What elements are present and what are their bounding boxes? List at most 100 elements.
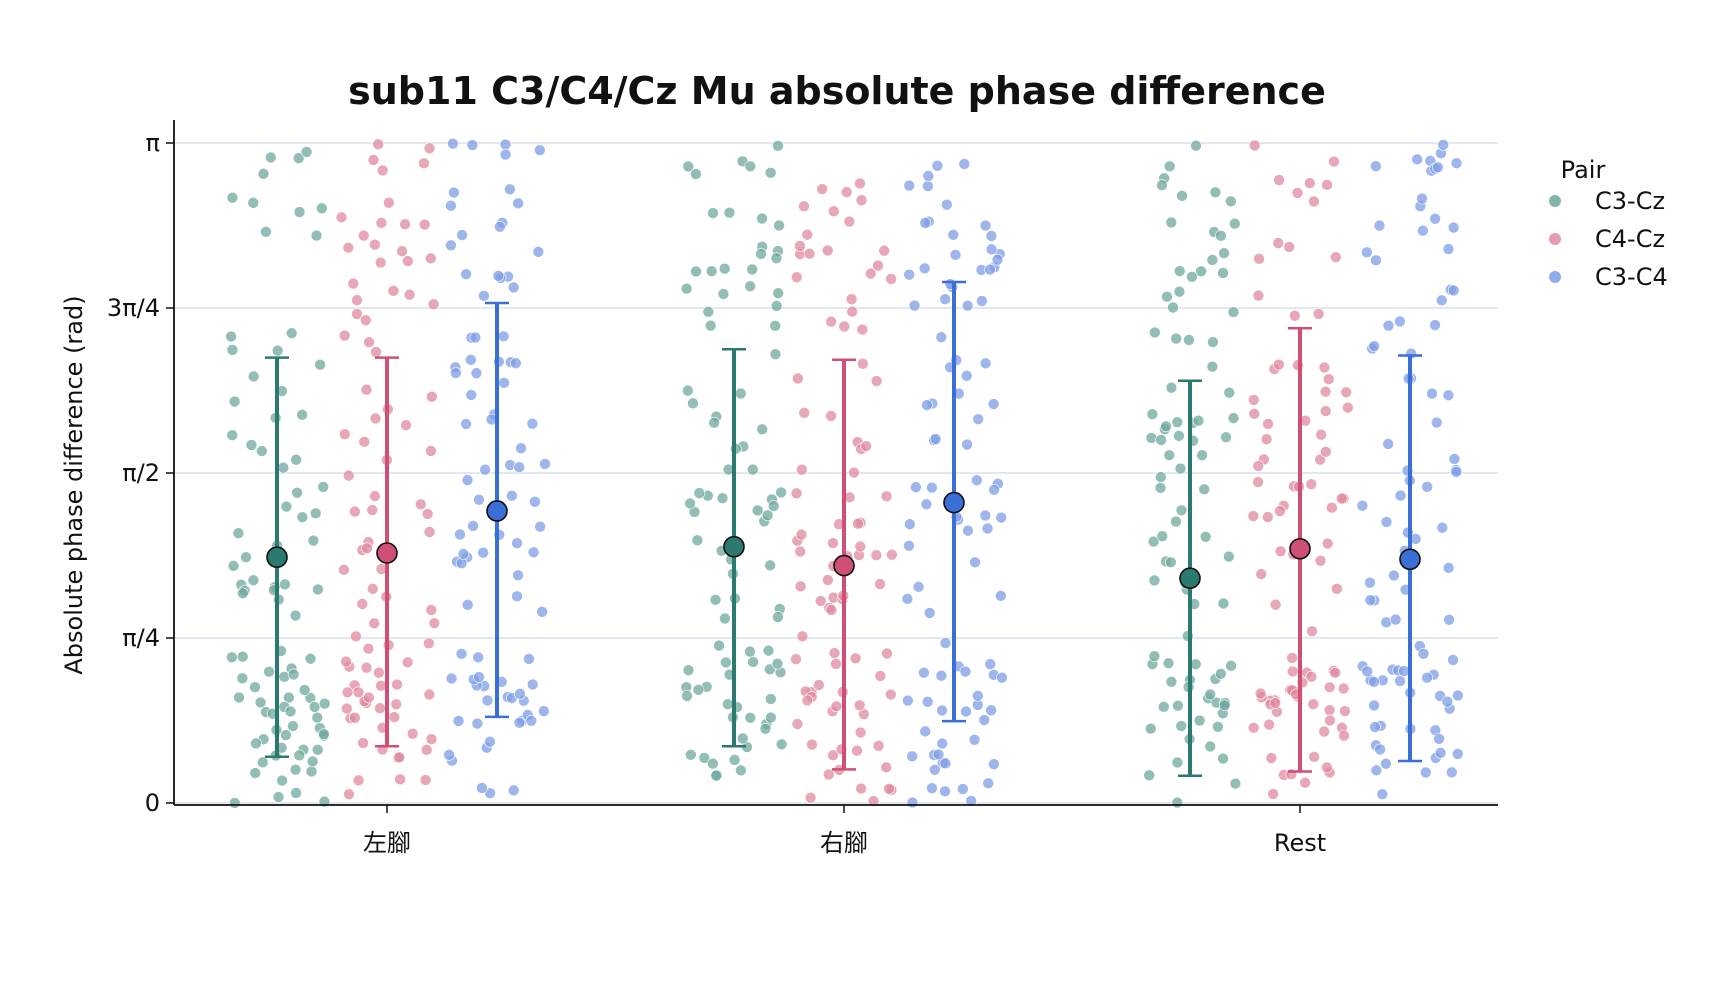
- legend-marker: [1549, 233, 1561, 245]
- data-point: [1374, 743, 1386, 756]
- data-point: [1361, 665, 1374, 678]
- data-point: [939, 757, 952, 770]
- data-point: [383, 196, 395, 209]
- data-point: [393, 751, 406, 764]
- data-point: [918, 666, 930, 679]
- data-point: [1286, 652, 1298, 664]
- data-point: [1288, 309, 1301, 322]
- data-point: [1318, 725, 1331, 738]
- data-point: [812, 679, 825, 691]
- data-point: [507, 784, 520, 797]
- data-point: [1207, 336, 1219, 348]
- data-point: [874, 578, 886, 590]
- data-point: [803, 247, 816, 260]
- data-point: [1382, 438, 1394, 450]
- data-point: [921, 696, 934, 708]
- data-point: [536, 606, 548, 618]
- data-point: [765, 711, 777, 724]
- data-point: [494, 220, 506, 233]
- data-point: [744, 280, 756, 293]
- data-point: [342, 469, 355, 482]
- data-point: [872, 259, 884, 272]
- data-point: [481, 694, 494, 707]
- data-point: [1417, 648, 1430, 660]
- data-point: [370, 346, 382, 358]
- data-point: [910, 481, 922, 494]
- data-point: [1452, 689, 1464, 702]
- data-point: [1368, 699, 1380, 712]
- data-point: [277, 461, 290, 474]
- data-point: [423, 688, 436, 701]
- data-point: [1253, 253, 1265, 265]
- data-point: [497, 330, 510, 343]
- data-point: [816, 183, 828, 195]
- data-point: [690, 168, 702, 180]
- data-point: [1368, 676, 1380, 688]
- data-point: [369, 490, 381, 502]
- mean-marker: [833, 554, 855, 577]
- data-point: [1171, 756, 1184, 769]
- data-point: [723, 206, 736, 219]
- data-point: [257, 168, 270, 180]
- grid-lines: [174, 142, 1498, 804]
- data-point: [735, 764, 747, 777]
- data-point: [425, 604, 438, 616]
- mean-marker: [1289, 537, 1311, 560]
- data-point: [1451, 748, 1464, 760]
- data-point: [984, 263, 996, 276]
- data-point: [960, 369, 973, 382]
- data-point: [1162, 657, 1175, 670]
- data-point: [460, 418, 472, 430]
- data-point: [1263, 718, 1275, 731]
- data-point: [316, 202, 328, 215]
- data-point: [881, 647, 893, 660]
- data-point: [296, 409, 308, 421]
- data-point: [1430, 416, 1443, 429]
- data-point: [414, 498, 427, 511]
- data-point: [1206, 254, 1219, 266]
- data-point: [855, 194, 868, 207]
- data-point: [226, 191, 239, 204]
- data-point: [1227, 412, 1240, 424]
- data-point: [932, 748, 945, 761]
- data-point: [457, 548, 470, 560]
- data-point: [247, 574, 260, 587]
- data-point: [864, 267, 877, 280]
- data-point: [885, 273, 897, 285]
- data-point: [926, 782, 938, 794]
- chart-title: sub11 C3/C4/Cz Mu absolute phase differe…: [348, 69, 1326, 113]
- data-point: [367, 154, 380, 166]
- data-point: [312, 583, 324, 596]
- data-point: [283, 691, 295, 704]
- data-point: [830, 700, 843, 713]
- data-point: [1146, 408, 1159, 420]
- data-point: [232, 527, 245, 539]
- data-point: [445, 239, 457, 252]
- data-point: [1417, 224, 1429, 237]
- data-point: [971, 474, 983, 487]
- data-point: [936, 737, 949, 750]
- data-point: [1321, 537, 1334, 550]
- data-point: [918, 262, 931, 275]
- data-point: [987, 398, 1000, 410]
- data-point: [399, 218, 411, 230]
- data-point: [883, 783, 895, 795]
- data-point: [827, 749, 839, 761]
- data-point: [469, 331, 482, 344]
- data-point: [759, 722, 772, 735]
- data-point: [1165, 381, 1178, 394]
- data-point: [845, 293, 858, 305]
- data-point: [1450, 157, 1463, 169]
- data-point: [698, 752, 711, 764]
- data-point: [1223, 386, 1236, 399]
- data-point: [347, 277, 360, 290]
- data-point: [359, 314, 372, 327]
- data-point: [492, 270, 505, 282]
- data-point: [470, 367, 483, 380]
- data-point: [1176, 190, 1188, 202]
- data-point: [1274, 505, 1286, 517]
- data-point: [335, 211, 348, 224]
- data-point: [851, 744, 863, 757]
- data-point: [289, 763, 302, 776]
- data-point: [1167, 301, 1179, 314]
